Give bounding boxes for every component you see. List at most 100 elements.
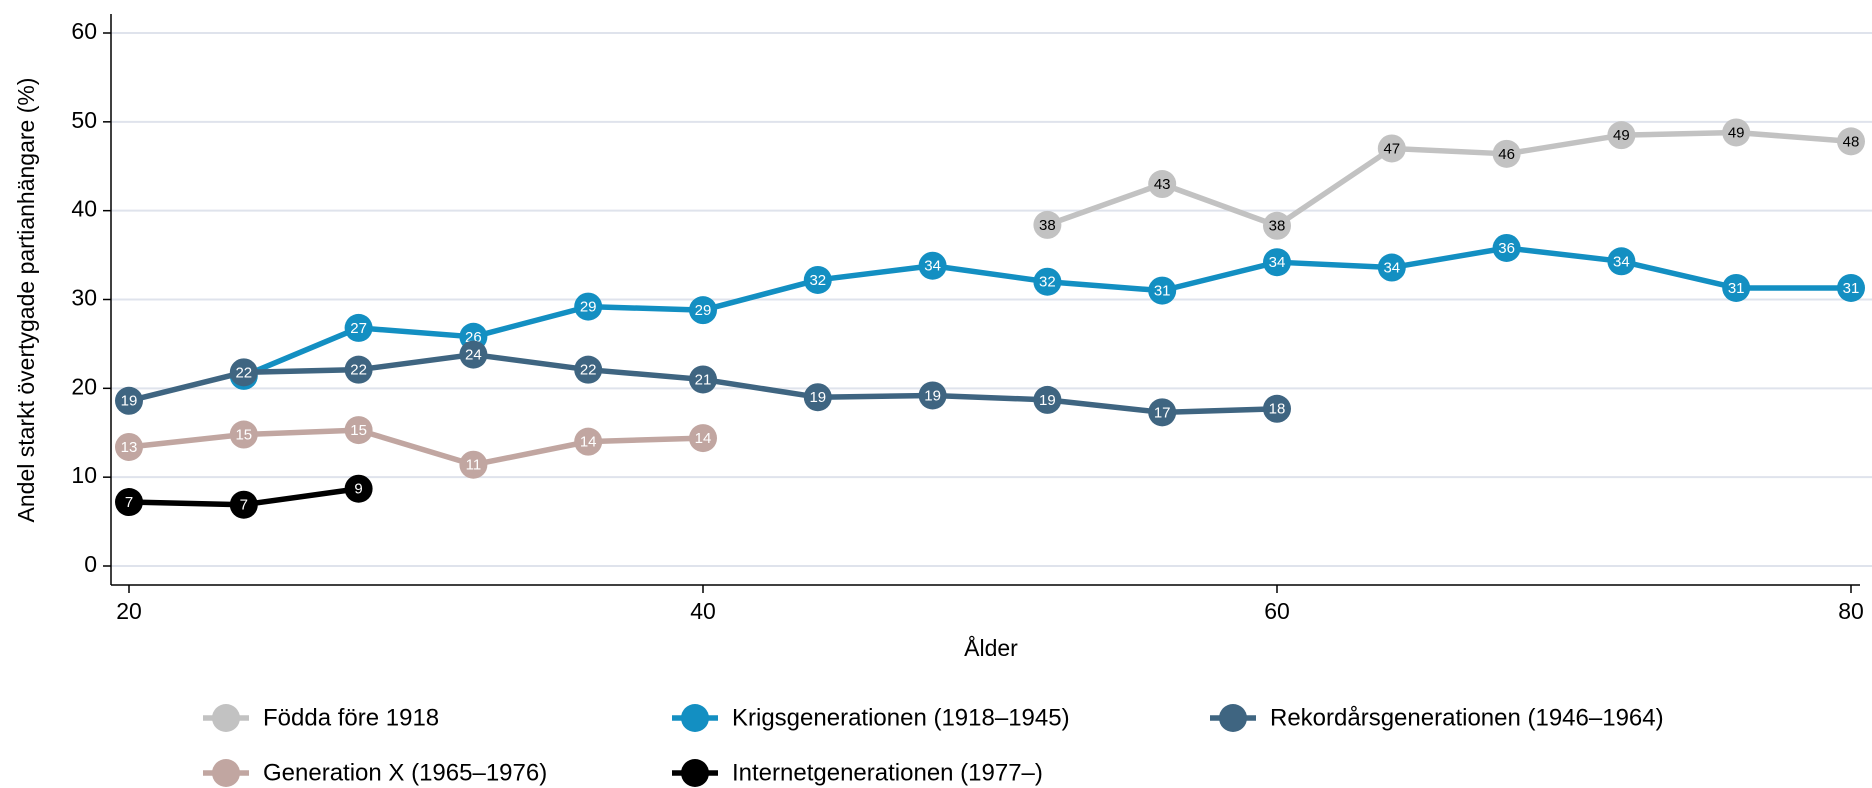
legend-label: Krigsgenerationen (1918–1945) xyxy=(732,704,1070,731)
value-label: 21 xyxy=(695,371,712,388)
x-tick-label: 40 xyxy=(690,598,716,624)
y-tick-label: 60 xyxy=(71,18,97,44)
value-label: 15 xyxy=(235,426,252,443)
value-label: 49 xyxy=(1613,127,1630,144)
value-label: 34 xyxy=(924,258,941,275)
legend-label: Internetgenerationen (1977–) xyxy=(732,759,1043,786)
point xyxy=(344,474,373,503)
value-label: 7 xyxy=(125,494,133,511)
value-label: 22 xyxy=(350,362,367,379)
legend-marker xyxy=(681,759,709,787)
value-label: 17 xyxy=(1154,404,1171,421)
point xyxy=(574,292,603,321)
value-label: 9 xyxy=(354,481,362,498)
point xyxy=(459,450,488,479)
value-label: 15 xyxy=(350,422,367,439)
value-label: 47 xyxy=(1383,140,1400,157)
point xyxy=(574,427,603,456)
point xyxy=(344,313,373,342)
legend-marker xyxy=(1219,704,1247,732)
series-line xyxy=(128,427,704,468)
value-label: 24 xyxy=(465,347,482,364)
point xyxy=(1492,233,1521,262)
legend-marker xyxy=(681,704,709,732)
value-label: 27 xyxy=(350,320,367,337)
y-tick-label: 40 xyxy=(71,196,97,222)
point xyxy=(1722,118,1751,147)
point xyxy=(1033,210,1062,239)
legend-label: Födda före 1918 xyxy=(263,704,439,731)
x-tick-label: 80 xyxy=(1838,598,1864,624)
y-tick-label: 50 xyxy=(71,107,97,133)
point xyxy=(1377,134,1406,163)
series-line xyxy=(1046,129,1852,229)
value-label: 29 xyxy=(695,302,712,319)
y-tick-label: 0 xyxy=(84,551,97,577)
point xyxy=(689,296,717,325)
legend-label: Rekordårsgenerationen (1946–1964) xyxy=(1270,704,1664,731)
value-label: 49 xyxy=(1728,124,1745,141)
value-label: 34 xyxy=(1269,254,1286,271)
value-label: 22 xyxy=(235,364,252,381)
point xyxy=(229,490,258,519)
value-label: 34 xyxy=(1613,253,1630,270)
point xyxy=(115,488,143,517)
point xyxy=(574,355,603,384)
point xyxy=(1722,273,1751,302)
value-label: 32 xyxy=(1039,274,1056,291)
point xyxy=(1263,248,1291,277)
point xyxy=(1148,276,1177,305)
point xyxy=(1377,253,1406,282)
value-label: 19 xyxy=(809,389,826,406)
value-label: 14 xyxy=(580,434,597,451)
value-label: 46 xyxy=(1498,146,1515,163)
point xyxy=(1607,247,1636,276)
legend-marker xyxy=(212,704,240,732)
point xyxy=(344,416,373,445)
value-label: 31 xyxy=(1843,280,1860,297)
point xyxy=(1263,394,1291,423)
point xyxy=(344,355,373,384)
value-label: 22 xyxy=(580,362,597,379)
value-label: 18 xyxy=(1269,401,1286,418)
point xyxy=(1837,273,1865,302)
point xyxy=(1837,127,1865,156)
value-label: 11 xyxy=(466,457,482,474)
point xyxy=(918,381,947,410)
point xyxy=(1033,267,1062,296)
value-label: 19 xyxy=(924,387,941,404)
value-label: 19 xyxy=(121,393,138,410)
y-tick-label: 10 xyxy=(71,462,97,488)
point xyxy=(1492,139,1521,168)
point xyxy=(115,386,143,415)
point xyxy=(1148,170,1177,199)
point xyxy=(1033,385,1062,414)
point xyxy=(689,365,717,394)
point xyxy=(918,251,947,280)
point xyxy=(1148,398,1177,427)
point xyxy=(1607,121,1636,150)
point xyxy=(803,383,832,412)
value-label: 19 xyxy=(1039,392,1056,409)
value-label: 31 xyxy=(1154,283,1171,300)
value-label: 32 xyxy=(809,272,826,289)
value-label: 48 xyxy=(1843,133,1860,150)
point xyxy=(803,265,832,294)
y-tick-label: 20 xyxy=(71,373,97,399)
point xyxy=(115,432,143,461)
value-label: 38 xyxy=(1269,218,1286,235)
legend-label: Generation X (1965–1976) xyxy=(263,759,547,786)
value-label: 14 xyxy=(695,430,712,447)
legend-marker xyxy=(212,759,240,787)
point xyxy=(1263,211,1291,240)
value-label: 34 xyxy=(1383,259,1400,276)
point xyxy=(689,424,717,453)
value-label: 29 xyxy=(580,299,597,316)
point xyxy=(229,358,258,387)
value-label: 38 xyxy=(1039,217,1056,234)
y-axis-label: Andel starkt övertygade partianhängare (… xyxy=(13,78,39,523)
point xyxy=(229,420,258,449)
y-tick-label: 30 xyxy=(71,285,97,311)
value-label: 43 xyxy=(1154,176,1171,193)
